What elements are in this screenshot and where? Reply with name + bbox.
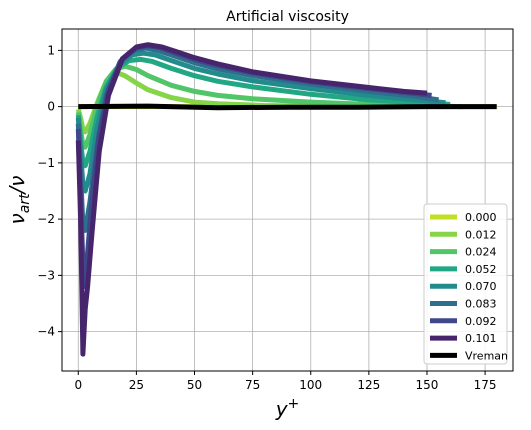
chart-title: Artificial viscosity xyxy=(226,9,349,25)
x-tick-label: 125 xyxy=(357,378,380,392)
legend-label: 0.024 xyxy=(465,246,497,259)
legend-label: 0.083 xyxy=(465,298,497,311)
legend-label: 0.070 xyxy=(465,280,497,293)
y-tick-label: 0 xyxy=(47,100,55,114)
plot-frame xyxy=(61,28,514,372)
legend-label: 0.092 xyxy=(465,315,497,328)
series-line-0.024 xyxy=(75,63,462,150)
series-line-Vreman xyxy=(78,103,497,111)
legend-box xyxy=(423,203,508,365)
x-tick-label: 25 xyxy=(129,378,144,392)
legend-label: 0.101 xyxy=(465,332,497,345)
y-tick-label: −4 xyxy=(37,325,55,339)
x-tick-label: 0 xyxy=(74,378,82,392)
x-tick-label: 50 xyxy=(187,378,202,392)
x-tick-label: 175 xyxy=(474,378,497,392)
series-layer xyxy=(75,42,497,357)
legend-label: 0.000 xyxy=(465,211,497,224)
x-tick-label: 150 xyxy=(416,378,439,392)
series-line-0.052 xyxy=(75,56,451,169)
y-tick-label: 1 xyxy=(47,43,55,57)
legend-label: 0.052 xyxy=(465,263,497,276)
series-line-0.070 xyxy=(75,50,446,194)
y-tick-label: −2 xyxy=(37,212,55,226)
series-line-0.101 xyxy=(75,42,428,357)
x-axis-label: y+ xyxy=(275,396,300,421)
x-tick-label: 100 xyxy=(299,378,322,392)
legend: 0.000 0.012 0.024 0.052 0.070 0.083 0.092 0.101… xyxy=(423,203,508,365)
legend-label: Vreman xyxy=(465,349,508,362)
y-tick-label: −1 xyxy=(37,156,55,170)
legend-label: 0.012 xyxy=(465,228,497,241)
x-tick-label: 75 xyxy=(245,378,260,392)
y-tick-label: −3 xyxy=(37,268,55,282)
y-axis-label: νart/ν xyxy=(5,176,33,225)
axis-ticks: 0 25 50 75 100 125 150 175 −4 −3 −2 −1 0 1 xyxy=(37,43,496,392)
